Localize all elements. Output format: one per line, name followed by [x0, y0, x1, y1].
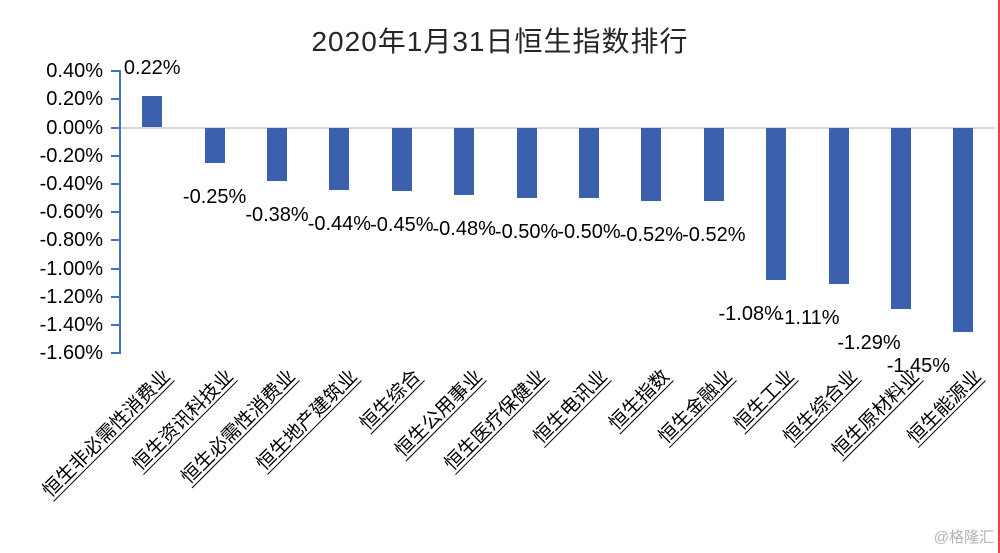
value-label: -1.29% — [837, 332, 901, 355]
value-label: -0.44% — [307, 212, 372, 235]
y-tick-label: -0.60% — [39, 201, 103, 224]
y-tick-mark — [111, 267, 119, 270]
bar — [204, 127, 225, 163]
y-tick-label: -0.20% — [39, 144, 103, 167]
bar — [267, 127, 287, 182]
value-label: -1.11% — [777, 307, 840, 329]
value-label: -0.50% — [557, 221, 621, 243]
bar — [391, 127, 412, 191]
value-label: 0.22% — [123, 57, 181, 80]
bar — [703, 127, 724, 201]
watermark: @格隆汇 — [933, 529, 994, 546]
y-tick-label: 0.40% — [46, 60, 103, 83]
y-tick-mark — [111, 239, 119, 242]
y-tick-label: -0.80% — [39, 229, 103, 252]
value-label: -0.48% — [432, 218, 496, 241]
zero-gridline — [121, 126, 995, 129]
y-tick-label: 0.00% — [46, 116, 103, 139]
bar — [579, 127, 599, 198]
value-label: -0.52% — [619, 223, 684, 246]
value-label: -0.25% — [182, 185, 247, 208]
y-tick-label: -1.40% — [39, 313, 103, 336]
y-tick-mark — [111, 211, 119, 214]
chart-title: 2020年1月31日恒生指数排行 — [311, 26, 689, 57]
value-label: -0.52% — [682, 223, 746, 246]
y-tick-label: -1.20% — [39, 285, 103, 308]
y-tick-mark — [111, 295, 119, 298]
y-axis-line — [119, 70, 121, 355]
value-label: -0.45% — [370, 213, 434, 236]
bar — [516, 127, 537, 198]
y-tick-label: -0.40% — [39, 172, 103, 195]
bar — [891, 127, 911, 310]
y-tick-mark — [111, 70, 119, 73]
category-label: 恒生必需性消费业 — [177, 366, 300, 489]
bar — [828, 127, 849, 284]
right-edge-accent-line — [998, 0, 1000, 553]
value-label: -1.45% — [886, 354, 951, 377]
y-tick-label: -1.00% — [39, 257, 103, 280]
bar — [142, 96, 163, 128]
y-tick-label: 0.20% — [46, 88, 103, 111]
value-label: -0.38% — [245, 204, 309, 227]
bar — [953, 127, 974, 332]
value-label: -1.08% — [718, 302, 782, 325]
y-tick-mark — [111, 154, 119, 157]
y-tick-mark — [111, 182, 119, 185]
y-tick-label: -1.60% — [39, 342, 103, 365]
y-tick-mark — [111, 98, 119, 101]
bar — [766, 127, 787, 280]
value-label: -0.50% — [494, 221, 559, 243]
y-tick-mark — [111, 126, 119, 129]
bar — [641, 127, 662, 201]
y-tick-mark — [111, 352, 119, 355]
bar — [329, 127, 350, 190]
bar — [454, 127, 475, 196]
y-tick-mark — [111, 323, 119, 326]
